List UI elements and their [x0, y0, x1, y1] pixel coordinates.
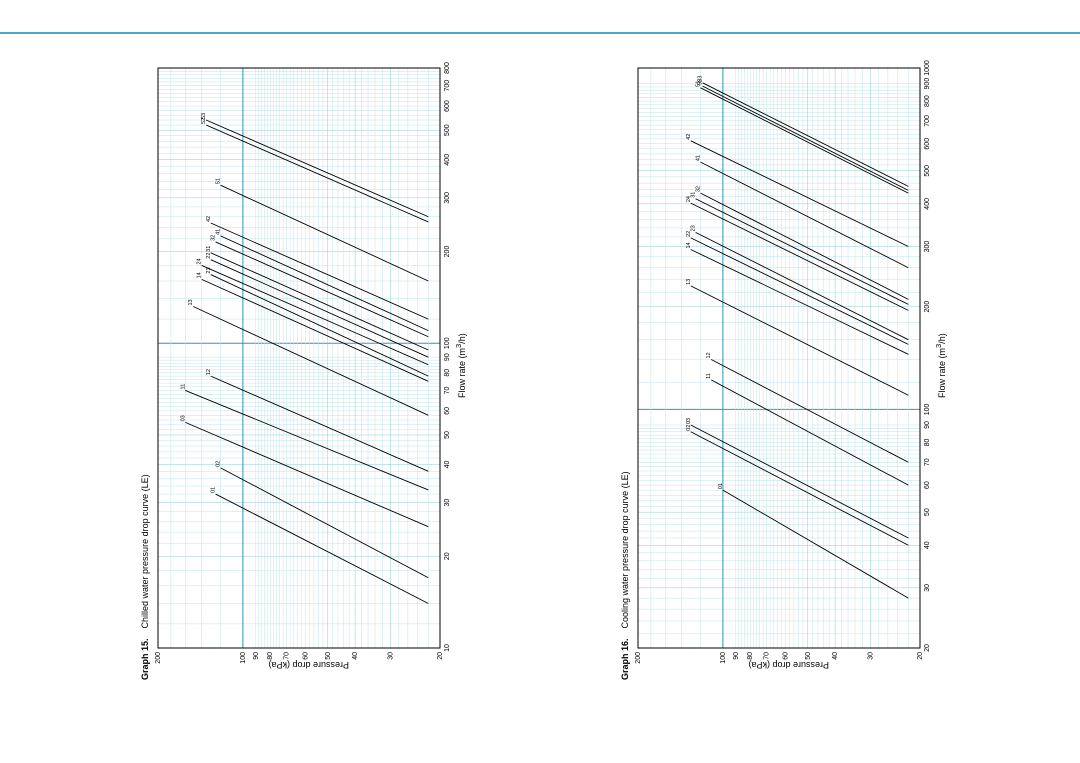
svg-text:53: 53: [201, 113, 207, 119]
svg-text:70: 70: [444, 386, 451, 394]
chart-plot: 1020304050607080901002003004005006007008…: [140, 60, 470, 680]
svg-text:12: 12: [206, 369, 212, 375]
svg-text:90: 90: [444, 353, 451, 361]
svg-text:31: 31: [691, 192, 697, 198]
svg-text:23: 23: [691, 225, 697, 231]
svg-text:22: 22: [206, 253, 212, 259]
svg-text:13: 13: [188, 299, 194, 305]
svg-text:02: 02: [216, 461, 222, 467]
svg-text:50: 50: [805, 652, 812, 660]
svg-text:53: 53: [698, 76, 704, 82]
svg-text:42: 42: [686, 134, 692, 140]
x-axis-label: Flow rate (m3/h): [934, 333, 947, 398]
chart-plot: 2030405060708090100200300400500600700800…: [620, 60, 950, 680]
svg-text:20: 20: [917, 652, 924, 660]
svg-text:200: 200: [155, 652, 162, 664]
svg-text:14: 14: [686, 242, 692, 248]
svg-text:400: 400: [444, 154, 451, 166]
svg-text:11: 11: [180, 384, 186, 390]
svg-text:90: 90: [253, 652, 260, 660]
svg-text:70: 70: [284, 652, 291, 660]
svg-text:10: 10: [444, 644, 451, 652]
svg-text:12: 12: [706, 352, 712, 358]
svg-text:13: 13: [686, 279, 692, 285]
svg-text:100: 100: [924, 403, 931, 415]
svg-text:60: 60: [302, 652, 309, 660]
svg-text:70: 70: [924, 458, 931, 466]
svg-text:20: 20: [924, 644, 931, 652]
x-axis-label: Flow rate (m3/h): [454, 333, 467, 398]
svg-text:400: 400: [924, 198, 931, 210]
chart-graph15: Graph 15. Chilled water pressure drop cu…: [140, 60, 470, 680]
svg-text:14: 14: [197, 272, 203, 278]
svg-text:200: 200: [635, 652, 642, 664]
svg-text:80: 80: [444, 369, 451, 377]
svg-text:32: 32: [696, 186, 702, 192]
svg-text:60: 60: [444, 407, 451, 415]
svg-text:600: 600: [924, 138, 931, 150]
svg-text:24: 24: [197, 258, 203, 264]
svg-text:41: 41: [696, 155, 702, 161]
svg-text:50: 50: [924, 508, 931, 516]
svg-text:90: 90: [924, 421, 931, 429]
svg-text:600: 600: [444, 100, 451, 112]
svg-text:700: 700: [444, 80, 451, 92]
svg-text:200: 200: [444, 246, 451, 258]
svg-text:1000: 1000: [924, 60, 931, 76]
svg-text:32: 32: [211, 235, 217, 241]
svg-text:03: 03: [686, 418, 692, 424]
svg-text:22: 22: [686, 231, 692, 237]
svg-text:51: 51: [216, 178, 222, 184]
svg-text:01: 01: [718, 483, 724, 489]
svg-text:500: 500: [444, 124, 451, 136]
svg-text:60: 60: [782, 652, 789, 660]
svg-text:50: 50: [325, 652, 332, 660]
svg-text:40: 40: [352, 652, 359, 660]
svg-text:700: 700: [924, 115, 931, 127]
svg-text:11: 11: [706, 373, 712, 379]
svg-text:100: 100: [444, 337, 451, 349]
svg-text:800: 800: [924, 95, 931, 107]
top-divider: [0, 32, 1080, 34]
svg-text:300: 300: [924, 241, 931, 253]
svg-text:30: 30: [387, 652, 394, 660]
svg-text:300: 300: [444, 192, 451, 204]
svg-text:100: 100: [240, 652, 247, 664]
svg-text:41: 41: [216, 229, 222, 235]
svg-text:20: 20: [437, 652, 444, 660]
svg-text:200: 200: [924, 301, 931, 313]
svg-text:900: 900: [924, 78, 931, 90]
svg-text:90: 90: [733, 652, 740, 660]
svg-text:500: 500: [924, 165, 931, 177]
svg-text:100: 100: [720, 652, 727, 664]
svg-text:70: 70: [764, 652, 771, 660]
chart-graph16: Graph 16. Cooling water pressure drop cu…: [620, 60, 950, 680]
svg-text:80: 80: [267, 652, 274, 660]
svg-text:42: 42: [206, 216, 212, 222]
svg-text:31: 31: [206, 246, 212, 252]
svg-text:30: 30: [924, 584, 931, 592]
svg-text:80: 80: [924, 438, 931, 446]
svg-text:40: 40: [444, 461, 451, 469]
svg-text:01: 01: [211, 487, 217, 493]
y-axis-label: Pressure drop (kPa): [268, 660, 349, 670]
y-axis-label: Pressure drop (kPa): [748, 660, 829, 670]
svg-text:20: 20: [444, 552, 451, 560]
svg-text:800: 800: [444, 62, 451, 74]
svg-text:30: 30: [444, 499, 451, 507]
svg-text:60: 60: [924, 481, 931, 489]
svg-text:40: 40: [832, 652, 839, 660]
svg-text:40: 40: [924, 541, 931, 549]
svg-text:30: 30: [867, 652, 874, 660]
svg-text:80: 80: [747, 652, 754, 660]
svg-text:03: 03: [180, 415, 186, 421]
svg-text:50: 50: [444, 431, 451, 439]
